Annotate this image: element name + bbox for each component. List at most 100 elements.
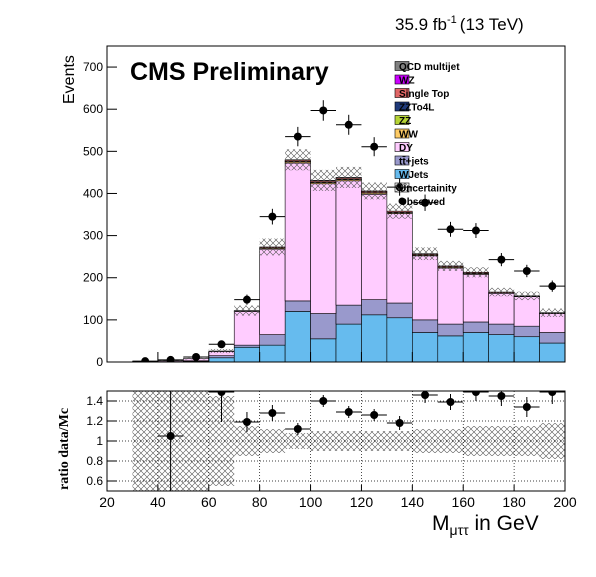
ratio-band (132, 391, 157, 491)
ratio-y-label: ratio data/Mc (57, 408, 72, 490)
y-tick-label: 0.8 (86, 454, 103, 468)
x-label-main: M (432, 512, 450, 535)
y-tick-label: 600 (83, 102, 103, 116)
stack-bar (514, 337, 539, 362)
stack-bar (361, 194, 386, 299)
x-label-sub: μττ (450, 522, 470, 538)
stack-bar (260, 335, 285, 346)
legend-label: WJets (399, 170, 429, 181)
observed-point (548, 282, 556, 290)
stack-bar (209, 356, 234, 358)
legend-label: WZ (399, 76, 415, 87)
lumi-text: 35.9 fb (395, 15, 447, 34)
uncertainty-band (285, 149, 310, 170)
stack-bar (311, 339, 336, 362)
uncertainty-band (361, 183, 386, 200)
stack-bar (260, 345, 285, 362)
y-tick-label: 100 (83, 313, 103, 327)
observed-point (294, 133, 302, 141)
y-axis-label: Events (61, 55, 78, 104)
stack-bar (387, 303, 412, 318)
ratio-point (370, 411, 378, 419)
stack-bar (463, 274, 488, 322)
legend-label: Observed (399, 197, 445, 208)
stack-bar (336, 181, 361, 305)
stack-bar (514, 297, 539, 326)
y-tick-label: 200 (83, 271, 103, 285)
stack-bar (361, 300, 386, 315)
ratio-point (294, 425, 302, 433)
y-tick-label: 500 (83, 144, 103, 158)
ratio-band (514, 426, 539, 456)
cms-label: CMS Preliminary (130, 58, 329, 86)
stack-bar (412, 320, 437, 333)
stack-bar (311, 184, 336, 314)
x-tick-label: 60 (201, 494, 217, 510)
stack-bar (412, 333, 437, 362)
uncertainty-band (540, 308, 565, 316)
ratio-band (489, 426, 514, 456)
stack-bar (438, 324, 463, 336)
stack-bar (285, 311, 310, 362)
legend-label: QCD multijet (399, 62, 460, 73)
ratio-point (319, 397, 327, 405)
ratio-point (497, 392, 505, 400)
uncertainty-band (463, 267, 488, 277)
stack-bar (234, 311, 259, 345)
ratio-band (285, 433, 310, 449)
lumi-energy: (13 TeV) (460, 15, 524, 34)
y-tick-label: 0.6 (86, 474, 103, 488)
observed-point (472, 227, 480, 235)
ratio-point (268, 409, 276, 417)
x-tick-label: 40 (150, 494, 166, 510)
stack-bar (387, 214, 412, 303)
ratio-band (183, 391, 208, 491)
ratio-band (540, 423, 565, 459)
x-tick-label: 160 (452, 494, 476, 510)
y-tick-label: 0 (96, 355, 103, 369)
ratio-band (336, 431, 361, 451)
lumi-sup: -1 (447, 14, 457, 26)
lumi: 35.9 fb-1(13 TeV) (395, 14, 524, 34)
ratio-band (438, 429, 463, 453)
stack-bar (438, 336, 463, 362)
ratio-point (345, 408, 353, 416)
stack-bar (489, 335, 514, 362)
observed-point (192, 353, 200, 361)
x-tick-label: 100 (299, 494, 323, 510)
observed-point (497, 256, 505, 264)
observed-point (523, 267, 531, 275)
uncertainty-band (234, 306, 259, 316)
y-tick-label: 1.2 (86, 414, 103, 428)
y-tick-label: 400 (83, 186, 103, 200)
uncertainty-band (311, 170, 336, 191)
stack-bar (387, 318, 412, 362)
uncertainty-band (260, 239, 285, 256)
uncertainty-band (412, 247, 437, 260)
observed-point (345, 121, 353, 129)
stack-bar (336, 305, 361, 324)
observed-point (447, 225, 455, 233)
stack-bar (209, 358, 234, 362)
ratio-point (523, 403, 531, 411)
legend-label: ZZTo4L (399, 103, 434, 114)
x-tick-label: 180 (502, 494, 526, 510)
ratio-point (396, 419, 404, 427)
stack-bar (514, 326, 539, 337)
ratio-point (243, 418, 251, 426)
observed-point (319, 106, 327, 114)
stack-bar (489, 324, 514, 335)
stack-bar (438, 268, 463, 324)
legend-label: tt̄+jets (399, 156, 429, 168)
x-tick-label: 120 (350, 494, 374, 510)
stack-bar (412, 256, 437, 320)
ratio-point (167, 432, 175, 440)
stack-bar (361, 315, 386, 362)
stack-bar (285, 163, 310, 301)
stack-bar (285, 301, 310, 312)
stack-bar (540, 343, 565, 362)
stack-bar (540, 333, 565, 344)
x-tick-label: 80 (252, 494, 268, 510)
observed-point (370, 143, 378, 151)
